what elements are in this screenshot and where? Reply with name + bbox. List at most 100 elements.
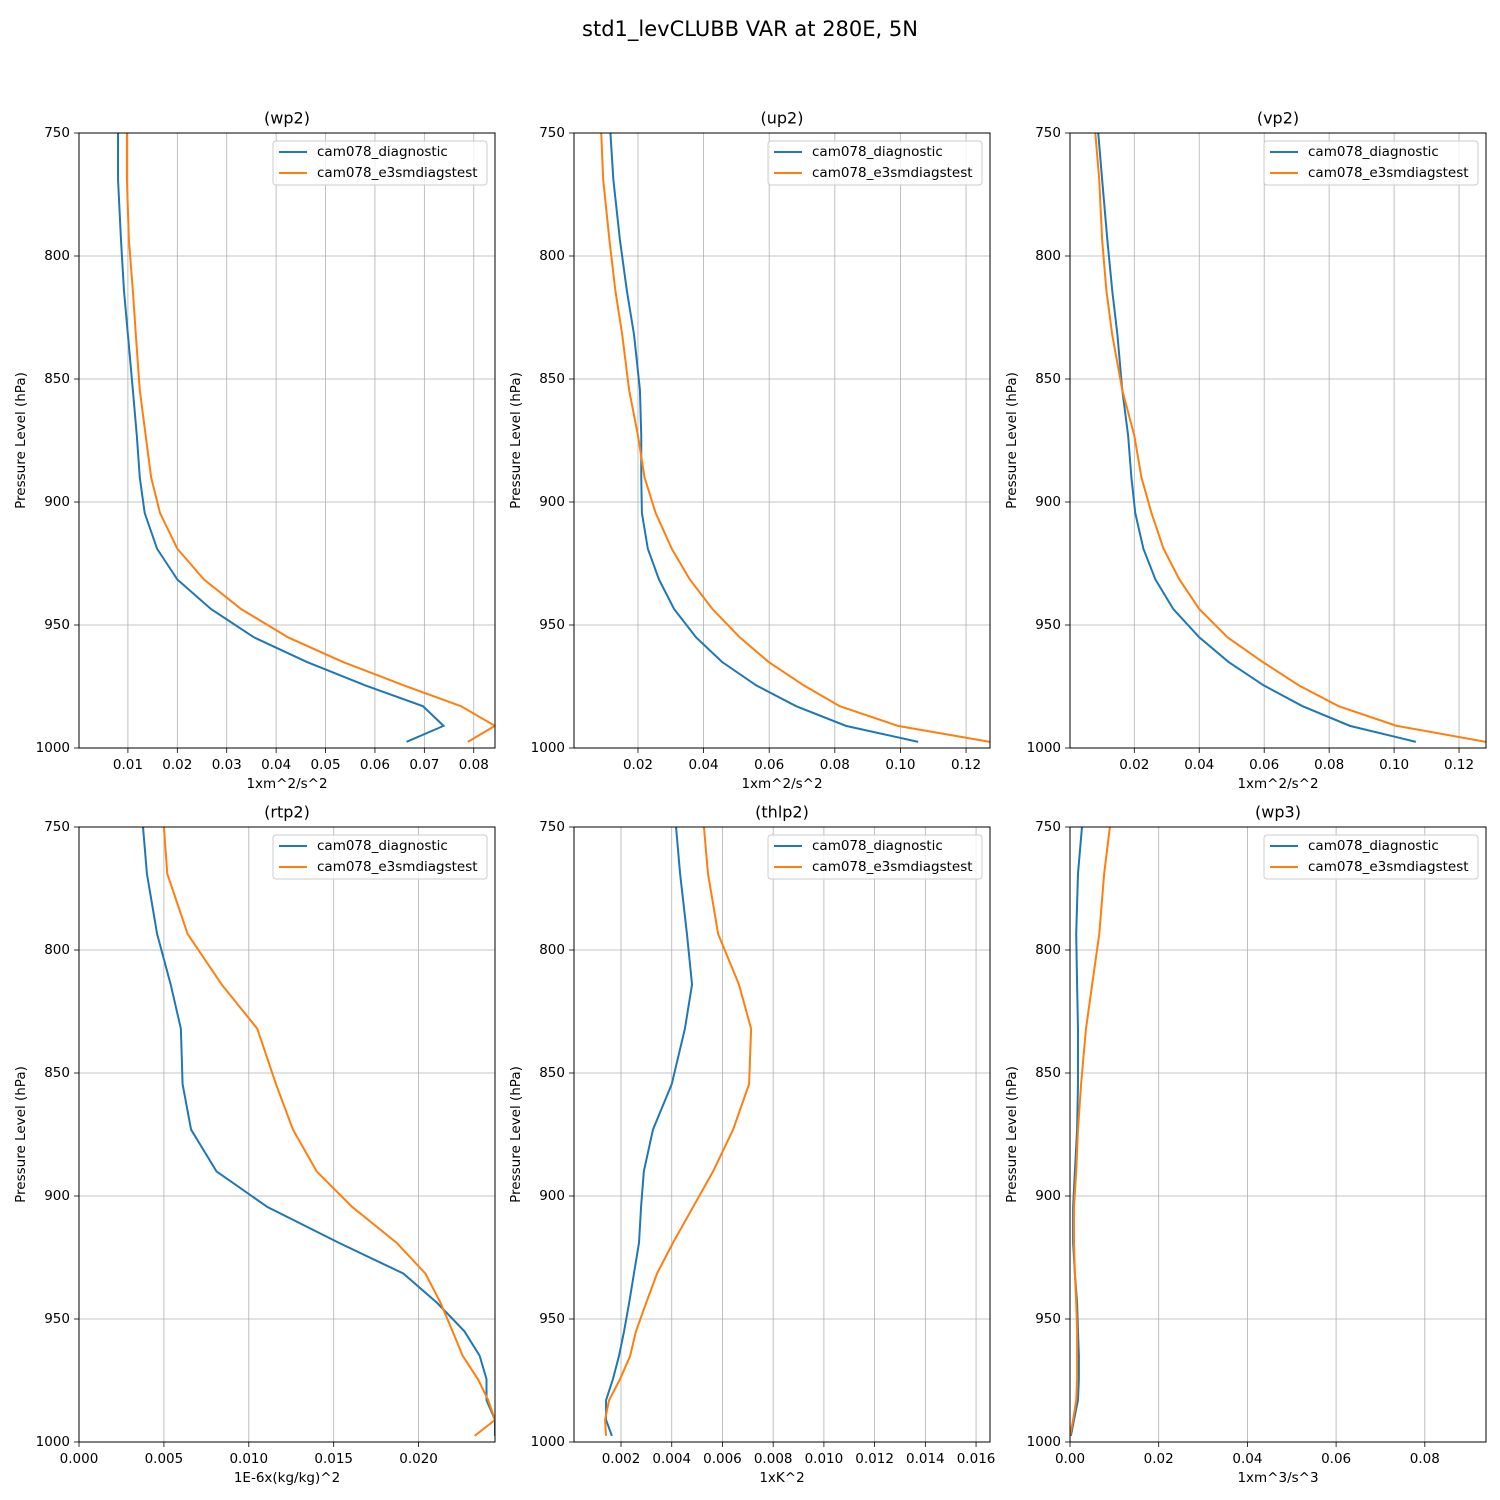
y-tick-label: 850: [1035, 371, 1061, 387]
x-tick-label: 0.04: [689, 757, 719, 773]
data-line: [604, 827, 753, 1436]
x-tick-label: 0.06: [1321, 1451, 1351, 1467]
data-line: [162, 827, 495, 1437]
x-tick-label: 0.005: [145, 1451, 184, 1467]
y-tick-label: 900: [1035, 1188, 1061, 1204]
y-tick-label: 800: [539, 248, 565, 264]
x-axis-label: 1xm^2/s^2: [741, 776, 822, 792]
x-tick-label: 0.00: [1055, 1451, 1085, 1467]
y-tick-label: 750: [539, 819, 565, 835]
legend: cam078_diagnostic cam078_e3smdiagstest: [1263, 140, 1479, 186]
legend: cam078_diagnostic cam078_e3smdiagstest: [272, 834, 488, 880]
y-tick-label: 950: [1035, 1311, 1061, 1327]
x-axis-label: 1xm^3/s^3: [1237, 1470, 1318, 1486]
legend: cam078_diagnostic cam078_e3smdiagstest: [272, 140, 488, 186]
y-tick-label: 1000: [531, 740, 565, 756]
x-tick-label: 0.002: [602, 1451, 641, 1467]
legend: cam078_diagnostic cam078_e3smdiagstest: [767, 140, 983, 186]
legend-label: cam078_e3smdiagstest: [317, 859, 478, 875]
y-tick-label: 750: [539, 125, 565, 141]
subplot: 0.02 0.04 0.06 0.08 0.10 0.12 750 800 850 900 950 1…: [1004, 109, 1487, 792]
data-line: [1070, 827, 1111, 1437]
data-line: [605, 827, 694, 1437]
x-tick-label: 0.02: [1144, 1451, 1174, 1467]
y-tick-label: 950: [539, 617, 565, 633]
y-tick-label: 950: [1035, 617, 1061, 633]
y-tick-label: 850: [1035, 1065, 1061, 1081]
plot-frame: [573, 826, 991, 1443]
x-tick-label: 0.020: [399, 1451, 438, 1467]
x-tick-label: 0.004: [652, 1451, 691, 1467]
data-line: [609, 133, 919, 743]
x-tick-label: 0.08: [820, 757, 850, 773]
data-line: [142, 827, 495, 1436]
legend: cam078_diagnostic cam078_e3smdiagstest: [767, 834, 983, 880]
y-tick-label: 900: [539, 1188, 565, 1204]
subplot-title: (vp2): [1257, 109, 1299, 128]
data-line: [600, 133, 990, 743]
x-tick-label: 0.08: [1314, 757, 1344, 773]
legend-label: cam078_e3smdiagstest: [812, 165, 973, 181]
legend-label: cam078_diagnostic: [317, 144, 448, 160]
x-tick-label: 0.08: [1410, 1451, 1440, 1467]
y-tick-label: 800: [1035, 942, 1061, 958]
y-tick-label: 750: [44, 125, 70, 141]
x-tick-label: 0.010: [229, 1451, 268, 1467]
legend-box: [1263, 834, 1479, 880]
legend-label: cam078_e3smdiagstest: [812, 859, 973, 875]
x-tick-label: 0.06: [360, 757, 390, 773]
y-axis-label: Pressure Level (hPa): [1004, 1066, 1020, 1203]
x-axis-label: 1xm^2/s^2: [246, 776, 327, 792]
plot-frame: [78, 132, 496, 749]
y-tick-label: 950: [539, 1311, 565, 1327]
x-tick-label: 0.05: [311, 757, 341, 773]
x-axis-label: 1xm^2/s^2: [1237, 776, 1318, 792]
data-line: [1097, 133, 1417, 743]
x-tick-label: 0.016: [957, 1451, 996, 1467]
legend-box: [767, 834, 983, 880]
x-tick-label: 0.12: [1444, 757, 1474, 773]
y-tick-label: 800: [1035, 248, 1061, 264]
y-tick-label: 1000: [36, 740, 70, 756]
plot-frame: [1069, 826, 1487, 1443]
y-tick-label: 900: [44, 494, 70, 510]
y-axis-label: Pressure Level (hPa): [508, 1066, 524, 1203]
y-tick-label: 850: [539, 1065, 565, 1081]
plot-frame: [573, 132, 991, 749]
y-tick-label: 750: [1035, 125, 1061, 141]
x-tick-label: 0.014: [906, 1451, 945, 1467]
x-tick-label: 0.10: [885, 757, 915, 773]
y-tick-label: 850: [44, 1065, 70, 1081]
x-tick-label: 0.03: [212, 757, 242, 773]
y-axis-label: Pressure Level (hPa): [13, 1066, 29, 1203]
subplot-title: (wp3): [1255, 803, 1301, 822]
x-tick-label: 0.02: [1119, 757, 1149, 773]
y-tick-label: 1000: [531, 1434, 565, 1450]
y-tick-label: 900: [1035, 494, 1061, 510]
y-tick-label: 850: [539, 371, 565, 387]
x-tick-label: 0.08: [459, 757, 489, 773]
y-tick-label: 750: [1035, 819, 1061, 835]
legend-label: cam078_diagnostic: [317, 838, 448, 854]
figure-title: std1_levCLUBB VAR at 280E, 5N: [582, 17, 918, 42]
y-tick-label: 1000: [1027, 1434, 1061, 1450]
data-line: [1094, 133, 1486, 743]
subplot: 0.00 0.02 0.04 0.06 0.08 750 800 850 900 950 1000 (…: [1004, 803, 1487, 1486]
data-line: [125, 133, 495, 743]
legend-label: cam078_e3smdiagstest: [317, 165, 478, 181]
subplot: 0.01 0.02 0.03 0.04 0.05 0.06 0.07 0.08 750 800 85…: [13, 109, 496, 792]
x-tick-label: 0.006: [703, 1451, 742, 1467]
x-tick-label: 0.015: [314, 1451, 353, 1467]
plot-frame: [78, 826, 496, 1443]
subplot-title: (up2): [761, 109, 804, 128]
y-axis-label: Pressure Level (hPa): [508, 372, 524, 509]
plot-frame: [1069, 132, 1487, 749]
x-tick-label: 0.04: [1232, 1451, 1262, 1467]
x-tick-label: 0.02: [623, 757, 653, 773]
y-tick-label: 850: [44, 371, 70, 387]
y-tick-label: 1000: [36, 1434, 70, 1450]
x-axis-label: 1E-6x(kg/kg)^2: [234, 1470, 340, 1486]
y-axis-label: Pressure Level (hPa): [1004, 372, 1020, 509]
subplot-title: (rtp2): [264, 803, 310, 822]
y-tick-label: 800: [44, 942, 70, 958]
